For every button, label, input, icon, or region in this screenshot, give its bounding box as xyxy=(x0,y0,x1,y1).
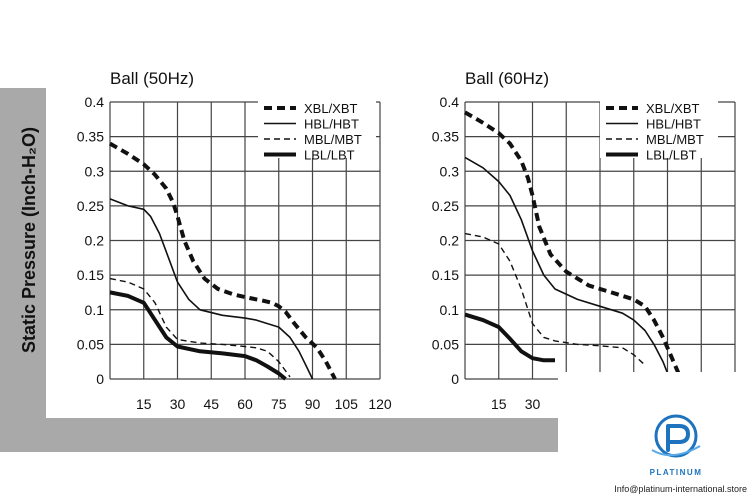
watermark-brand: PLATINUM xyxy=(650,468,703,477)
y-tick-label: 0.2 xyxy=(440,233,460,249)
chart-60hz: Ball (60Hz) 0 0.05 0.1 0.15 0.2 0.25 0.3 0.35 0.… xyxy=(432,69,736,412)
series-line-lbl-lbt-50hz xyxy=(109,290,287,381)
y-tick-label: 0 xyxy=(451,371,459,387)
logo-swoosh xyxy=(651,445,701,457)
series-line-mbl-mbt-60hz xyxy=(464,232,646,366)
x-tick-label: 15 xyxy=(491,396,507,412)
y-tick-label: 0.1 xyxy=(85,302,105,318)
y-tick-label: 0.2 xyxy=(85,233,105,249)
obscuring-overlay xyxy=(558,372,750,500)
y-tick-label: 0.4 xyxy=(85,94,105,110)
legend-label: LBL/LBT xyxy=(304,148,355,163)
legend-label: HBL/HBT xyxy=(304,117,359,132)
x-tick-label: 15 xyxy=(136,396,152,412)
y-tick-label: 0.35 xyxy=(77,129,104,145)
legend-label: HBL/HBT xyxy=(646,117,701,132)
chart-title-60hz: Ball (60Hz) xyxy=(465,69,549,88)
y-tick-label: 0.25 xyxy=(77,198,104,214)
series-line-xbl-xbt-50hz xyxy=(109,141,337,380)
y-tick-label: 0.15 xyxy=(77,267,104,283)
y-tick-label: 0.05 xyxy=(432,336,459,352)
y-tick-label: 0.3 xyxy=(85,163,105,179)
y-tick-label: 0.35 xyxy=(432,129,459,145)
y-tick-label: 0.15 xyxy=(432,267,459,283)
x-tick-label: 30 xyxy=(170,396,186,412)
chart-title-50hz: Ball (50Hz) xyxy=(110,69,194,88)
series-line-lbl-lbt-60hz xyxy=(464,312,555,363)
logo-p-glyph xyxy=(666,424,691,452)
platinum-logo: PLATINUM Info@platinum-international.sto… xyxy=(614,414,747,494)
x-tick-label: 75 xyxy=(271,396,287,412)
x-tick-label: 30 xyxy=(525,396,541,412)
y-tick-label: 0.3 xyxy=(440,163,460,179)
x-tick-label: 90 xyxy=(305,396,321,412)
series-line-xbl-xbt-60hz xyxy=(463,110,683,380)
legend-label: MBL/MBT xyxy=(646,132,704,147)
legend-label: LBL/LBT xyxy=(646,148,697,163)
series-line-hbl-hbt-60hz xyxy=(464,156,671,380)
series-line-hbl-hbt-50hz xyxy=(109,198,314,380)
y-tick-label: 0.05 xyxy=(77,336,104,352)
watermark-email: Info@platinum-international.store xyxy=(614,484,747,494)
legend-label: MBL/MBT xyxy=(304,132,362,147)
series-line-mbl-mbt-50hz xyxy=(109,277,291,378)
y-tick-label: 0.1 xyxy=(440,302,460,318)
x-tick-label: 120 xyxy=(368,396,392,412)
y-tick-label: 0.4 xyxy=(440,94,460,110)
x-tick-label: 105 xyxy=(335,396,359,412)
legend-label: XBL/XBT xyxy=(646,101,700,116)
gray-bar-bottom xyxy=(0,418,558,452)
legend-label: XBL/XBT xyxy=(304,101,358,116)
chart-50hz: Ball (50Hz) 0 0.05 0.1 0.15 0.2 0.25 0.3 0.35 0.… xyxy=(77,69,392,412)
y-axis-label: Static Pressure (Inch-H₂O) xyxy=(19,127,39,353)
x-tick-label: 45 xyxy=(203,396,219,412)
y-tick-label: 0 xyxy=(96,371,104,387)
x-tick-label: 60 xyxy=(237,396,253,412)
y-tick-label: 0.25 xyxy=(432,198,459,214)
gray-bar-left xyxy=(0,88,46,420)
